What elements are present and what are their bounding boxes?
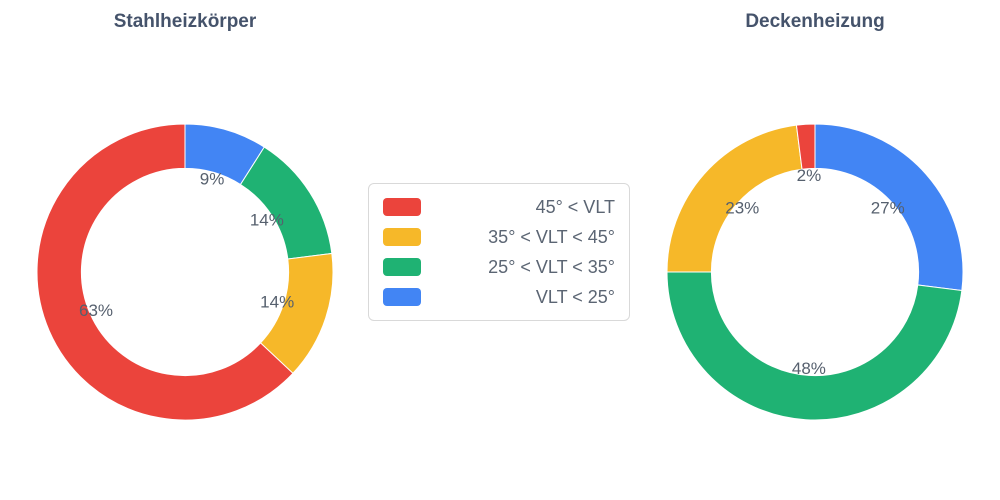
legend-swatch — [383, 258, 421, 276]
slice-label: 27% — [871, 198, 905, 217]
legend: 45° < VLT 35° < VLT < 45° 25° < VLT < 35° V… — [368, 183, 630, 321]
legend-item[interactable]: 25° < VLT < 35° — [383, 255, 615, 279]
legend-item[interactable]: 35° < VLT < 45° — [383, 225, 615, 249]
donut-chart-right: 27% 48% 23% 2% — [666, 123, 964, 421]
legend-swatch — [383, 288, 421, 306]
legend-item[interactable]: VLT < 25° — [383, 285, 615, 309]
chart-title-right: Deckenheizung — [745, 11, 885, 32]
donut-slice — [239, 146, 333, 260]
legend-swatch — [383, 198, 421, 216]
legend-label: 35° < VLT < 45° — [488, 226, 615, 247]
donut-chart-left: 9% 14% 14% 63% — [36, 123, 334, 421]
legend-label: VLT < 25° — [535, 286, 615, 307]
legend-label: 45° < VLT — [535, 196, 615, 217]
donut-slice — [36, 123, 294, 421]
chart-title-left: Stahlheizkörper — [113, 11, 257, 32]
chart-stahlheizkoerper: Stahlheizkörper 9% 14% 14% 63% — [35, 10, 335, 422]
slice-label: 14% — [260, 292, 294, 311]
legend-swatch — [383, 228, 421, 246]
slice-label: 23% — [725, 198, 759, 217]
slice-label: 14% — [250, 211, 284, 230]
slice-label: 2% — [797, 166, 822, 185]
slice-label: 48% — [792, 359, 826, 378]
legend-label: 25° < VLT < 35° — [488, 256, 615, 277]
slice-label: 63% — [79, 301, 113, 320]
chart-deckenheizung: Deckenheizung 27% 48% 23% 2% — [665, 10, 965, 422]
legend-item[interactable]: 45° < VLT — [383, 195, 615, 219]
donut-slice — [666, 271, 963, 421]
donut-slice — [795, 123, 816, 170]
slice-label: 9% — [200, 169, 225, 188]
